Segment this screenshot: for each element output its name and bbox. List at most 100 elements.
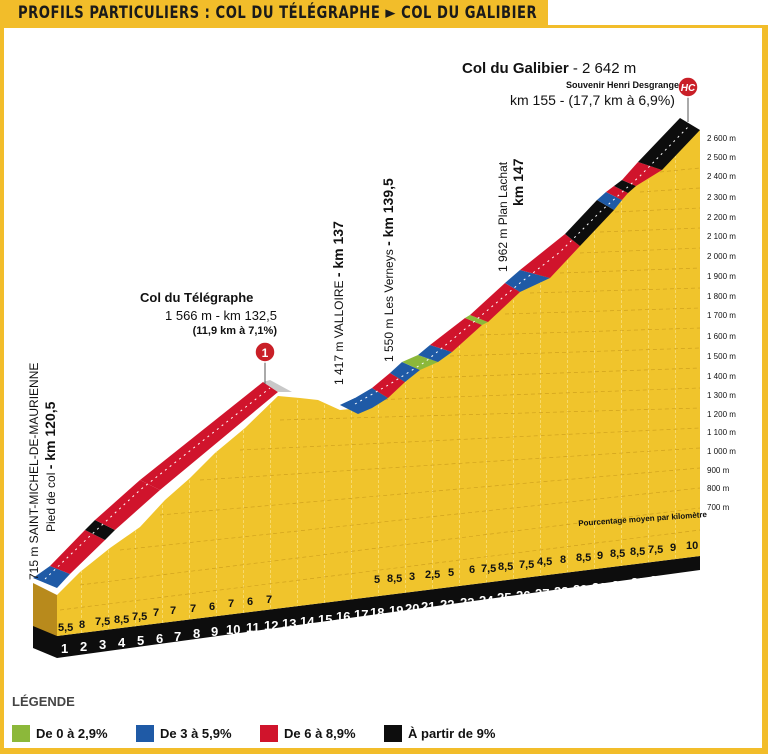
elevation-tick: 1 900 m [707,272,736,281]
svg-text:31: 31 [612,578,626,593]
svg-text:4: 4 [118,635,126,650]
legend-swatch-blue [136,724,154,742]
waypoint-les-verneys: 1 550 m Les Verneys - km 139,5 [380,178,396,362]
svg-text:6: 6 [156,631,163,646]
gradient-ribbon [33,118,700,588]
svg-text:5: 5 [137,633,144,648]
elevation-tick: 2 400 m [707,172,736,181]
svg-text:8,5: 8,5 [630,546,645,558]
svg-text:6: 6 [247,596,253,608]
elevation-tick: 2 500 m [707,153,736,162]
svg-text:6: 6 [469,564,475,576]
svg-text:7,5: 7,5 [132,611,147,623]
waypoint-pied-de-col: Pied de col - km 120,5 [42,401,58,532]
elevation-tick: 2 300 m [707,193,736,202]
svg-text:3: 3 [409,571,415,583]
elevation-tick: 800 m [707,484,730,493]
svg-text:8,5: 8,5 [498,561,513,573]
svg-text:9: 9 [211,624,218,639]
waypoint-plan-lachat: 1 962 m Plan Lachat [496,161,510,272]
elevation-tick: 1 600 m [707,332,736,341]
km-base-band [33,556,700,658]
svg-text:8,5: 8,5 [610,548,625,560]
galibier-title: Col du Galibier - 2 642 m [462,60,636,77]
svg-text:27: 27 [535,586,549,601]
svg-text:3: 3 [99,637,106,652]
category-hc-badge: HC [681,83,696,94]
legend-item-red: De 6 à 8,9% [260,723,356,743]
svg-text:22: 22 [440,597,454,612]
svg-text:8: 8 [560,554,566,566]
telegraphe-marker: 1 [254,341,276,384]
svg-text:5: 5 [448,567,454,579]
frame-border-right [762,25,768,754]
svg-text:18: 18 [370,605,384,620]
elevation-tick: 700 m [707,503,730,512]
legend-swatch-green [12,724,30,742]
svg-text:7: 7 [174,629,181,644]
svg-text:6: 6 [209,601,215,613]
svg-text:17: 17 [354,607,368,622]
svg-text:8,5: 8,5 [387,573,402,585]
elevation-tick: 1 000 m [707,447,736,456]
waypoint-plan-lachat-km: km 147 [510,158,526,206]
svg-text:7,5: 7,5 [519,559,534,571]
telegraphe-altitude-km: 1 566 m - km 132,5 [165,308,277,323]
svg-text:15: 15 [318,612,332,627]
svg-text:28: 28 [554,584,568,599]
telegraphe-climb: (11,9 km à 7,1%) [192,325,277,337]
telegraphe-name: Col du Télégraphe [140,290,254,305]
elevation-tick: 1 400 m [707,372,736,381]
legend-swatch-red [260,724,278,742]
svg-text:10: 10 [226,622,240,637]
svg-text:7: 7 [153,607,159,619]
svg-text:35: 35 [686,569,700,584]
svg-text:5: 5 [374,574,380,586]
svg-text:2,5: 2,5 [425,569,440,581]
svg-text:24: 24 [479,593,494,608]
elevation-tick: 2 100 m [707,232,736,241]
elevation-tick: 900 m [707,466,730,475]
svg-text:30: 30 [592,580,606,595]
elevation-tick: 1 200 m [707,410,736,419]
elevation-tick: 1 800 m [707,292,736,301]
svg-text:8,5: 8,5 [114,614,129,626]
elevation-tick: 1 700 m [707,311,736,320]
svg-text:5,5: 5,5 [58,622,73,634]
galibier-marker: HC [677,76,699,122]
page-title: PROFILS PARTICULIERS : COL DU TÉLÉGRAPHE… [18,3,538,23]
elevation-gridlines [59,167,701,611]
title-bar: PROFILS PARTICULIERS : COL DU TÉLÉGRAPHE… [0,0,548,28]
elevation-tick: 1 300 m [707,391,736,400]
svg-text:7: 7 [190,603,196,615]
legend-item-black: À partir de 9% [384,723,495,743]
galibier-km: km 155 - (17,7 km à 6,9%) [510,92,675,108]
svg-text:4,5: 4,5 [537,556,552,568]
svg-text:21: 21 [421,599,435,614]
elevation-tick: 1 500 m [707,352,736,361]
waypoint-valloire: 1 417 m VALLOIRE - km 137 [330,221,346,385]
elevation-tick: 2 200 m [707,213,736,222]
category-1-badge: 1 [262,346,269,360]
svg-text:20: 20 [405,601,419,616]
frame-border-left [0,28,4,754]
svg-text:1: 1 [61,641,68,656]
elevation-tick: 1 100 m [707,428,736,437]
svg-text:9: 9 [597,550,603,562]
frame-border-top [548,25,762,28]
svg-text:34: 34 [669,571,684,586]
svg-text:7: 7 [228,598,234,610]
svg-text:14: 14 [300,614,315,629]
svg-text:7,5: 7,5 [95,616,110,628]
legend-swatch-black [384,724,402,742]
km-gradient-labels: 5,5 8 7,5 8,5 7,5 7 7 7 6 7 6 7 5 8,5 3 … [58,540,698,634]
legend-title: LÉGENDE [12,694,75,709]
svg-text:26: 26 [516,588,530,603]
elevation-tick: 2 600 m [707,134,736,143]
legend-item-blue: De 3 à 5,9% [136,723,232,743]
svg-text:8,5: 8,5 [576,552,591,564]
waypoint-saint-michel: 715 m SAINT-MICHEL-DE-MAURIENNE [27,362,41,580]
elevation-tick: 2 000 m [707,252,736,261]
svg-text:32: 32 [631,575,645,590]
